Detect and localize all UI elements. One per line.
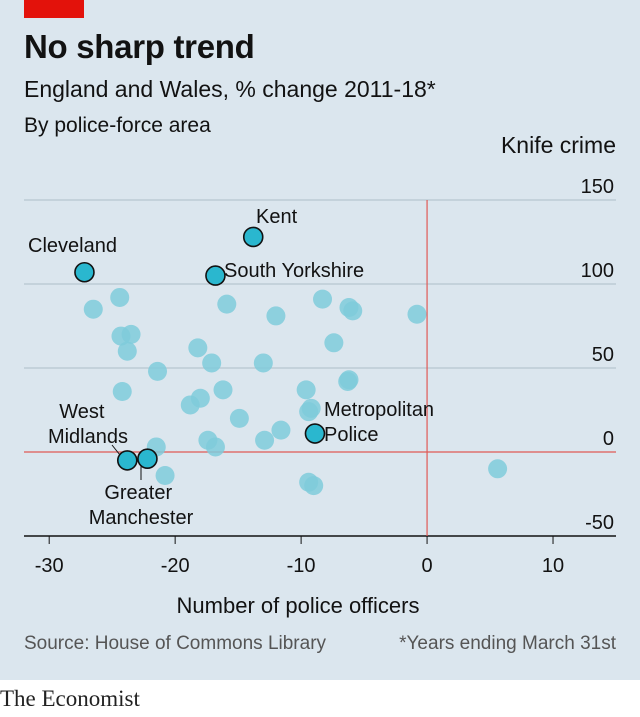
highlight-point-west-midlands [116, 450, 138, 471]
data-point-8 [202, 353, 222, 373]
data-point-10 [266, 306, 286, 326]
data-point-26 [343, 301, 363, 321]
highlight-point-kent [242, 226, 264, 248]
y-tick-label-3: 0 [603, 428, 614, 450]
chart-title: No sharp trend [24, 28, 255, 65]
chart-subtitle: England and Wales, % change 2011-18* [24, 76, 436, 102]
data-point-31 [155, 466, 175, 486]
point-annotations: Kent Cleveland South Yorkshire Metropoli… [28, 206, 440, 529]
data-point-9 [217, 294, 237, 314]
highlight-point-greater-manchester [137, 448, 158, 470]
annotation-metropolitan-line1: Metropolitan [324, 399, 434, 421]
highlighted-points [74, 226, 326, 471]
annotation-leader-west-midlands [111, 444, 121, 456]
footnote: *Years ending March 31st [399, 633, 616, 654]
data-point-28 [339, 370, 359, 390]
y-tick-label-1: 100 [581, 260, 614, 282]
x-tick-label-2: -10 [287, 555, 316, 577]
x-tick-label-4: 10 [542, 555, 564, 577]
data-point-23 [313, 289, 333, 309]
data-point-34 [488, 459, 508, 479]
y-tick-labels: 150 100 50 0 -50 [581, 176, 614, 534]
y-tick-label-4: -50 [585, 512, 614, 534]
annotation-cleveland: Cleveland [28, 235, 117, 257]
y-axis-label: Knife crime [500, 132, 616, 158]
x-tick-label-1: -20 [161, 555, 190, 577]
chart-subtitle-unit: By police-force area [24, 114, 211, 137]
data-point-15 [229, 408, 249, 428]
chart-panel [0, 0, 640, 680]
data-point-7 [188, 338, 208, 358]
annotation-south-yorkshire: South Yorkshire [224, 260, 364, 282]
y-tick-label-0: 150 [581, 176, 614, 198]
data-point-24 [324, 333, 344, 353]
data-point-12 [213, 380, 233, 400]
data-point-17 [205, 437, 225, 457]
data-point-6 [148, 361, 168, 381]
data-point-18 [255, 430, 275, 450]
annotation-kent: Kent [256, 206, 298, 228]
highlight-point-cleveland [74, 261, 95, 283]
x-tick-labels: -30 -20 -10 0 10 [35, 555, 564, 577]
y-tick-label-2: 50 [592, 344, 614, 366]
data-point-1 [110, 287, 130, 307]
data-point-22 [301, 398, 321, 418]
economist-logo: The Economist [0, 686, 140, 711]
data-point-29 [407, 304, 427, 324]
annotation-metropolitan-line2: Police [324, 424, 378, 446]
annotation-metropolitan-police: Metropolitan Police [324, 399, 440, 446]
data-point-11 [253, 353, 273, 373]
highlight-point-south-yorkshire [205, 265, 226, 286]
data-point-33 [304, 476, 324, 496]
data-point-0 [83, 299, 103, 319]
brand-red-tag [24, 0, 84, 18]
data-point-3 [121, 324, 141, 344]
annotation-west-midlands-line2: Midlands [48, 426, 128, 448]
annotation-greater-manchester: Greater Manchester [89, 482, 194, 529]
annotation-west-midlands: West Midlands [48, 401, 128, 448]
source-note: Source: House of Commons Library [24, 633, 327, 654]
data-points [83, 287, 508, 496]
scatter-chart: 150 100 50 0 -50 -30 -20 -10 0 10 Kent Cleveland… [24, 176, 616, 618]
data-point-19 [271, 420, 291, 440]
annotation-greater-manchester-line2: Manchester [89, 507, 194, 529]
highlight-point-metropolitan-police [304, 423, 326, 444]
x-tick-label-0: -30 [35, 555, 64, 577]
annotation-west-midlands-line1: West [59, 401, 105, 423]
x-axis-label: Number of police officers [177, 593, 420, 618]
data-point-14 [180, 395, 200, 415]
data-point-5 [112, 382, 132, 402]
data-point-4 [117, 341, 137, 361]
annotation-greater-manchester-line1: Greater [104, 482, 172, 504]
x-tick-label-3: 0 [422, 555, 433, 577]
data-point-20 [296, 380, 316, 400]
grid-lines [24, 199, 616, 544]
